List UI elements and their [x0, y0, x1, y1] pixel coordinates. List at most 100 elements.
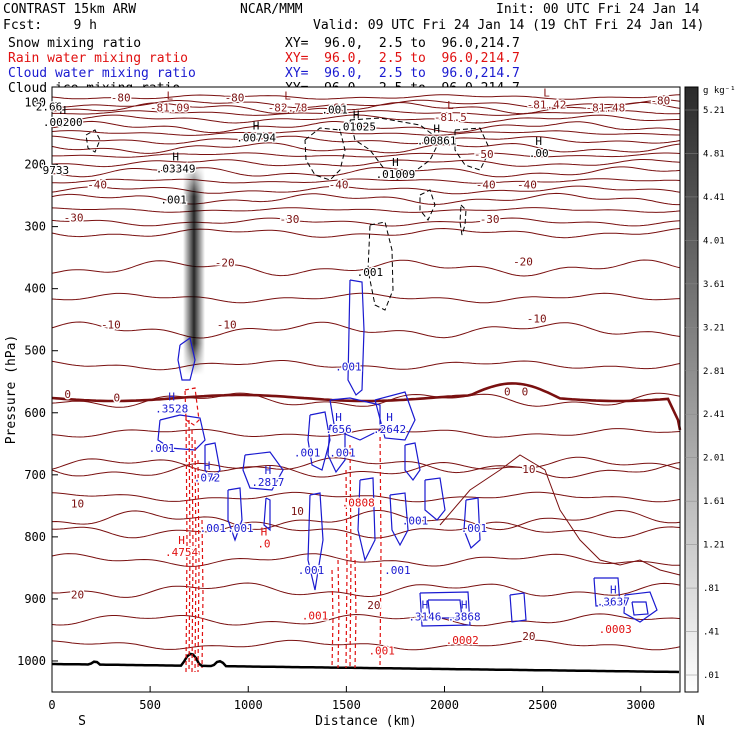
isotherm-label: -50	[474, 148, 494, 161]
cloud-water-contour	[307, 492, 324, 591]
colorbar-label: 2.01	[703, 454, 725, 464]
extremum-value: .00	[529, 147, 549, 160]
y-tick-label: 900	[24, 592, 46, 606]
extremum-value: .001	[302, 609, 329, 622]
extremum-value: 2.66	[36, 100, 63, 113]
extremum-marker: H	[335, 411, 342, 424]
isotherm-line	[51, 509, 681, 531]
extremum-marker: H	[59, 104, 66, 117]
isotherm-line	[51, 639, 681, 651]
plot-area	[52, 87, 680, 692]
cloud-water-contour	[307, 411, 331, 471]
y-tick-label: 400	[24, 282, 46, 296]
isotherm-label: -10	[217, 319, 237, 332]
rain-contour	[331, 569, 334, 669]
extremum-value: .0808	[342, 496, 375, 509]
cloud-water-contour	[242, 451, 284, 491]
isotherm-line	[51, 101, 681, 115]
isotherm-label: -10	[101, 319, 121, 332]
cloud-ice-contour	[349, 117, 441, 181]
isotherm-label: -80	[111, 92, 131, 105]
cloud-water-contour	[177, 336, 196, 381]
extremum-value: .3528	[155, 403, 188, 416]
extremum-value: .001	[149, 442, 176, 455]
colorbar-label: 4.41	[703, 193, 725, 203]
rain-contour	[345, 469, 348, 669]
field-xy-cloud-water: XY= 96.0, 2.5 to 96.0,214.7	[285, 66, 520, 81]
extremum-marker: L	[284, 90, 291, 103]
isotherm-line	[51, 321, 681, 339]
extremum-value: .00794	[236, 132, 276, 145]
snow-plume	[183, 165, 205, 375]
isotherm-label: 0	[504, 386, 511, 399]
cloud-water-contour	[463, 497, 481, 550]
isotherm-line	[439, 454, 681, 576]
isotherm-line	[51, 582, 681, 598]
extremum-value: -81.48	[586, 102, 626, 115]
extremum-value: .001	[329, 447, 356, 460]
cloud-water-contour	[357, 477, 376, 562]
extremum-marker: H	[392, 156, 399, 169]
cloud-water-contour	[263, 497, 271, 532]
init-time: Init: 00 UTC Fri 24 Jan 14	[496, 2, 700, 17]
isotherm-label: -10	[527, 312, 547, 325]
extremum-value: .01025	[336, 120, 376, 133]
north-label: N	[697, 714, 705, 729]
rain-contour	[201, 519, 204, 669]
extremum-value: .2642	[373, 423, 406, 436]
extremum-value: .0003	[599, 623, 632, 636]
cloud-ice-contour	[419, 189, 436, 221]
extremum-value: -82.78	[268, 102, 308, 115]
colorbar-label: .41	[703, 628, 719, 638]
x-tick-label: 2500	[528, 698, 557, 712]
isotherm-line	[51, 166, 681, 178]
isotherm-line	[51, 456, 681, 474]
isotherm-line	[51, 613, 681, 627]
isotherm-line	[51, 360, 681, 371]
plot-frame	[51, 86, 681, 693]
cloud-water-contour	[424, 477, 446, 521]
field-label-rain: Rain water mixing ratio	[8, 51, 189, 66]
isotherm-line	[51, 142, 681, 154]
cloud-ice-contour	[304, 127, 346, 181]
cloud-ice-contour	[85, 129, 101, 153]
isotherm-label: -20	[215, 257, 235, 270]
colorbar-label: 1.61	[703, 497, 725, 507]
extremum-value: .4754	[165, 546, 198, 559]
isotherm-line	[51, 521, 681, 539]
cloud-water-contour	[389, 492, 409, 547]
colorbar-label: 2.41	[703, 410, 725, 420]
colorbar	[684, 86, 699, 693]
extremum-value: .00861	[417, 135, 457, 148]
south-label: S	[78, 714, 86, 729]
extremum-value: .00200	[43, 116, 83, 129]
rain-contour	[194, 439, 197, 673]
rain-contour	[379, 429, 382, 669]
extremum-marker: H	[178, 534, 185, 547]
extremum-marker: H	[433, 123, 440, 136]
cloud-water-contour	[509, 592, 527, 623]
cloud-ice-contour	[454, 127, 491, 171]
isotherm-label: -40	[517, 178, 537, 191]
isotherm-line	[51, 217, 681, 227]
isotherm-label: -30	[280, 213, 300, 226]
isotherm-line	[51, 491, 681, 503]
isotherm-line	[51, 114, 680, 124]
isotherm-label: 10	[522, 463, 535, 476]
cloud-water-contour	[227, 487, 243, 542]
field-xy-rain: XY= 96.0, 2.5 to 96.0,214.7	[285, 51, 520, 66]
isotherm-line	[51, 135, 681, 145]
extremum-marker: H	[422, 599, 429, 612]
rain-contour	[185, 415, 188, 673]
x-tick-label: 2000	[430, 698, 459, 712]
model-title: CONTRAST 15km ARW	[3, 2, 137, 17]
cloud-water-contour	[623, 591, 658, 623]
forecast-hour: Fcst: 9 h	[3, 18, 97, 33]
isotherm-label: -80	[327, 101, 347, 114]
isotherm-line	[51, 94, 681, 100]
extremum-value: .001	[357, 266, 384, 279]
cloud-ice-contour	[459, 204, 467, 236]
isotherm-label: -30	[64, 211, 84, 224]
extremum-marker: H	[265, 464, 272, 477]
